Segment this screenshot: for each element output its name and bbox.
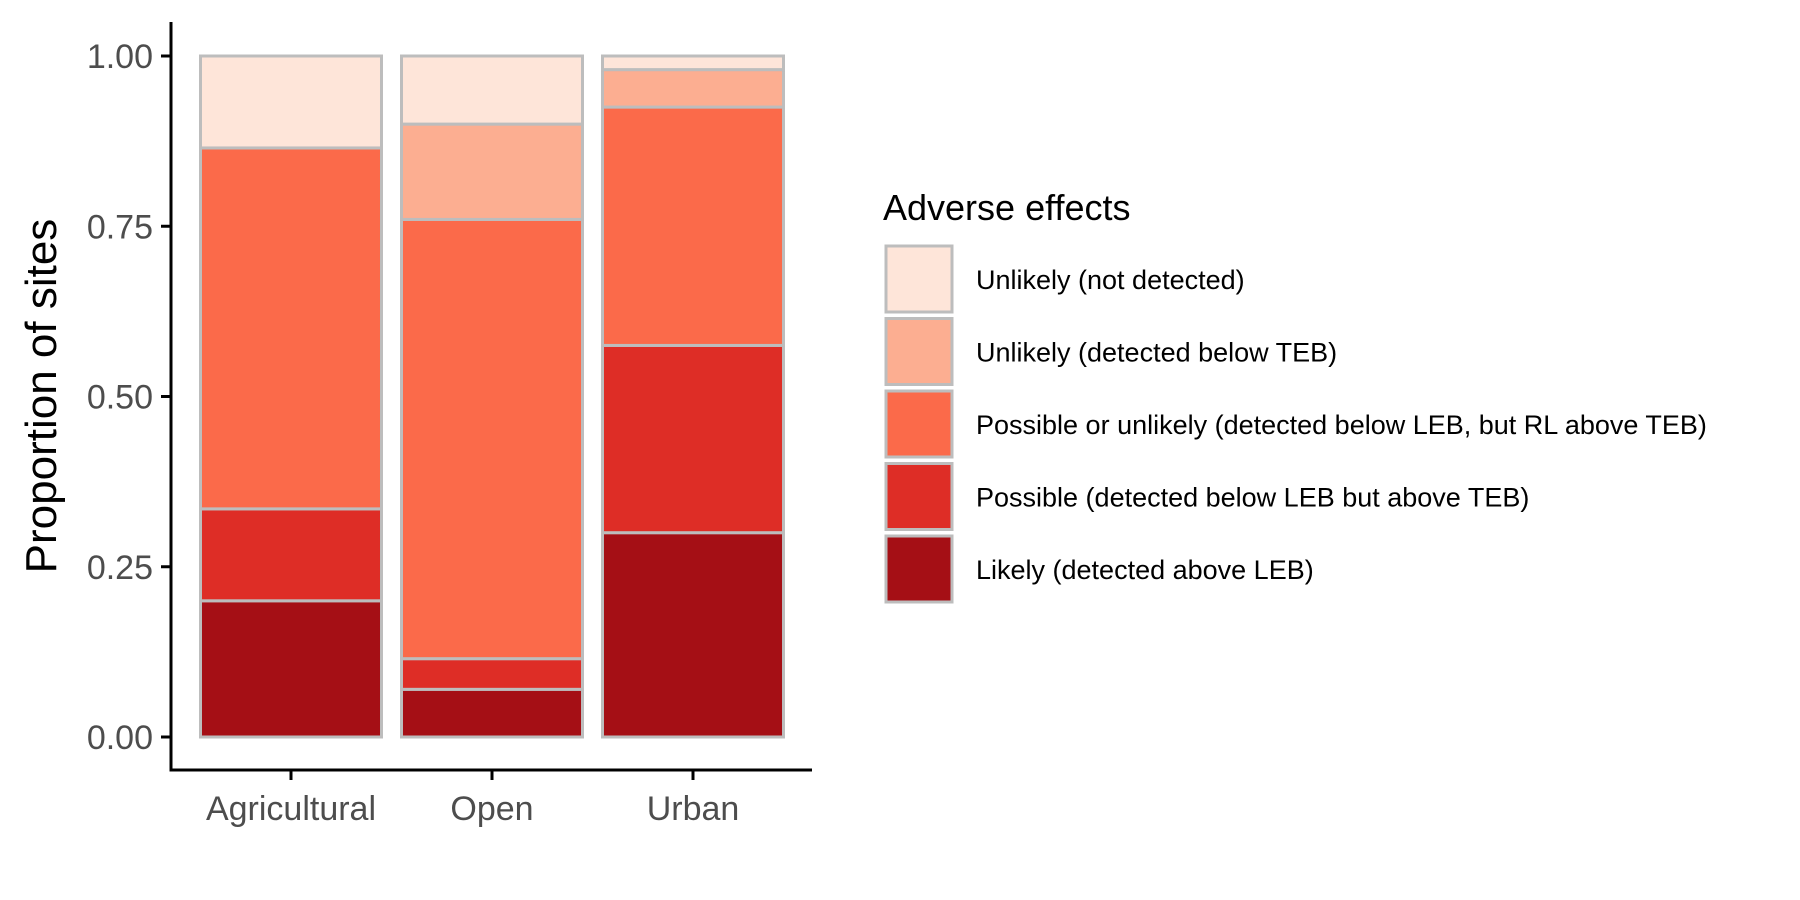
bar-segment-open-unlikely-not-detected [400, 54, 584, 126]
legend-title: Adverse effects [883, 187, 1130, 228]
bar-agricultural [199, 54, 383, 739]
legend-swatch [884, 389, 954, 459]
bar-segment-agricultural-likely-detected-above-leb [199, 599, 383, 739]
bars-layer [199, 54, 785, 739]
legend-label: Possible (detected below LEB but above T… [976, 483, 1529, 513]
legend-swatch [884, 534, 954, 604]
legend-swatch [884, 244, 954, 314]
y-tick-label: 0.75 [87, 208, 153, 246]
bar-segment-urban-possible-detected-below-leb-but-above-teb [601, 343, 785, 535]
bar-segment-urban-unlikely-not-detected [601, 54, 785, 72]
x-tick-label: Urban [647, 790, 740, 828]
y-tick-label: 1.00 [87, 38, 153, 76]
y-tick-label: 0.25 [87, 549, 153, 587]
legend-item-unlikely-detected-below-teb: Unlikely (detected below TEB) [884, 317, 1337, 386]
bar-segment-urban-likely-detected-above-leb [601, 531, 785, 739]
bar-segment-urban-unlikely-detected-below-teb [601, 68, 785, 109]
bar-segment-open-unlikely-detected-below-teb [400, 122, 584, 221]
bar-segment-open-possible-or-unlikely-detected-below-leb-but-rl-above-teb [400, 217, 584, 661]
bar-segment-open-possible-detected-below-leb-but-above-teb [400, 657, 584, 691]
legend-item-unlikely-not-detected: Unlikely (not detected) [884, 244, 1245, 314]
legend-swatch [884, 317, 954, 386]
y-axis-title: Proportion of sites [17, 219, 66, 574]
bar-segment-open-likely-detected-above-leb [400, 687, 584, 739]
legend-item-possible-detected-below-leb-but-above-teb: Possible (detected below LEB but above T… [884, 462, 1529, 531]
x-tick-label: Agricultural [206, 790, 376, 828]
bar-segment-agricultural-possible-or-unlikely-detected-below-leb-but-rl-above-teb [199, 146, 383, 511]
bar-segment-agricultural-possible-detected-below-leb-but-above-teb [199, 507, 383, 603]
legend-item-possible-or-unlikely-detected-below-leb-but-rl-above-teb: Possible or unlikely (detected below LEB… [884, 389, 1707, 459]
legend: Adverse effects Unlikely (not detected) Un… [883, 187, 1707, 604]
bar-segment-agricultural-unlikely-not-detected [199, 54, 383, 150]
y-tick-label: 0.50 [87, 379, 153, 417]
legend-label: Unlikely (not detected) [976, 265, 1245, 295]
y-tick-label: 0.00 [87, 719, 153, 757]
x-tick-label: Open [450, 790, 533, 828]
bar-urban [601, 54, 785, 739]
legend-label: Unlikely (detected below TEB) [976, 338, 1337, 368]
bar-open [400, 54, 584, 739]
legend-label: Possible or unlikely (detected below LEB… [976, 410, 1707, 440]
axes-layer: 0.00 0.25 0.50 0.75 1.00 Agricultural Open Urba… [17, 22, 812, 828]
bar-segment-urban-possible-or-unlikely-detected-below-leb-but-rl-above-teb [601, 105, 785, 347]
legend-swatch [884, 462, 954, 531]
legend-label: Likely (detected above LEB) [976, 555, 1314, 585]
legend-item-likely-detected-above-leb: Likely (detected above LEB) [884, 534, 1314, 604]
